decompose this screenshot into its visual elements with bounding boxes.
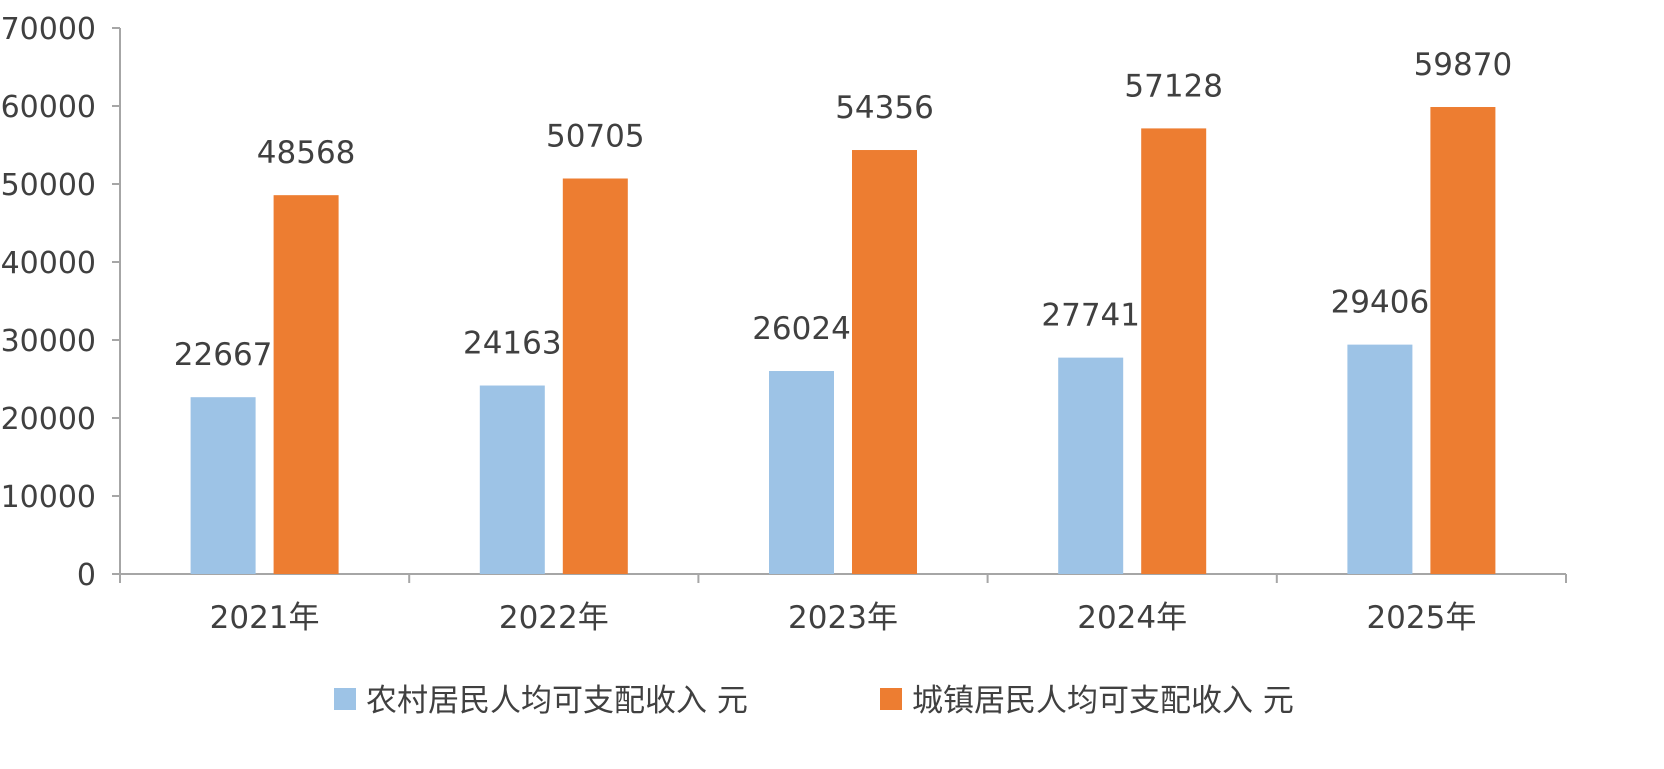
bar (1058, 357, 1124, 574)
bar (1347, 344, 1413, 574)
data-label: 22667 (174, 337, 273, 373)
x-category-label: 2023年 (788, 600, 898, 636)
data-labels: 22667 48568 24163 50705 26024 54356 27741 57128… (174, 47, 1512, 373)
y-tick-label: 0 (77, 558, 96, 593)
x-axis-categories: 2021年 2022年 2023年 2024年 2025年 (210, 600, 1477, 636)
y-tick-label: 50000 (1, 168, 96, 203)
bar (769, 371, 834, 574)
x-category-label: 2021年 (210, 600, 320, 636)
x-category-label: 2025年 (1366, 600, 1476, 636)
data-label: 24163 (463, 326, 562, 362)
legend-swatch (334, 688, 356, 710)
y-tick-label: 10000 (1, 480, 96, 515)
bar (562, 178, 628, 574)
bar (190, 397, 256, 574)
data-label: 26024 (752, 311, 851, 347)
bar (479, 385, 545, 574)
legend-label: 农村居民人均可支配收入 元 (366, 683, 748, 719)
data-label: 57128 (1124, 68, 1223, 104)
x-category-label: 2024年 (1077, 600, 1187, 636)
y-tick-label: 40000 (1, 246, 96, 281)
legend: 农村居民人均可支配收入 元 城镇居民人均可支配收入 元 (334, 683, 1294, 719)
y-tick-label: 60000 (1, 90, 96, 125)
y-axis-ticks: 0 10000 20000 30000 40000 50000 60000 70000 (1, 12, 120, 593)
data-label: 59870 (1414, 47, 1513, 83)
bars (190, 107, 1496, 574)
bar (1141, 128, 1207, 574)
axes (119, 28, 1567, 583)
data-label: 29406 (1331, 285, 1430, 321)
x-category-label: 2022年 (499, 600, 609, 636)
data-label: 50705 (546, 119, 645, 155)
y-tick-label: 20000 (1, 402, 96, 437)
legend-label: 城镇居民人均可支配收入 元 (912, 683, 1294, 719)
y-tick-label: 70000 (1, 12, 96, 47)
bar (1430, 107, 1496, 574)
data-label: 54356 (835, 90, 934, 126)
bar (273, 195, 339, 574)
y-tick-label: 30000 (1, 324, 96, 359)
data-label: 27741 (1041, 298, 1140, 334)
data-label: 48568 (257, 135, 356, 171)
bar (852, 150, 917, 574)
legend-swatch (880, 688, 902, 710)
